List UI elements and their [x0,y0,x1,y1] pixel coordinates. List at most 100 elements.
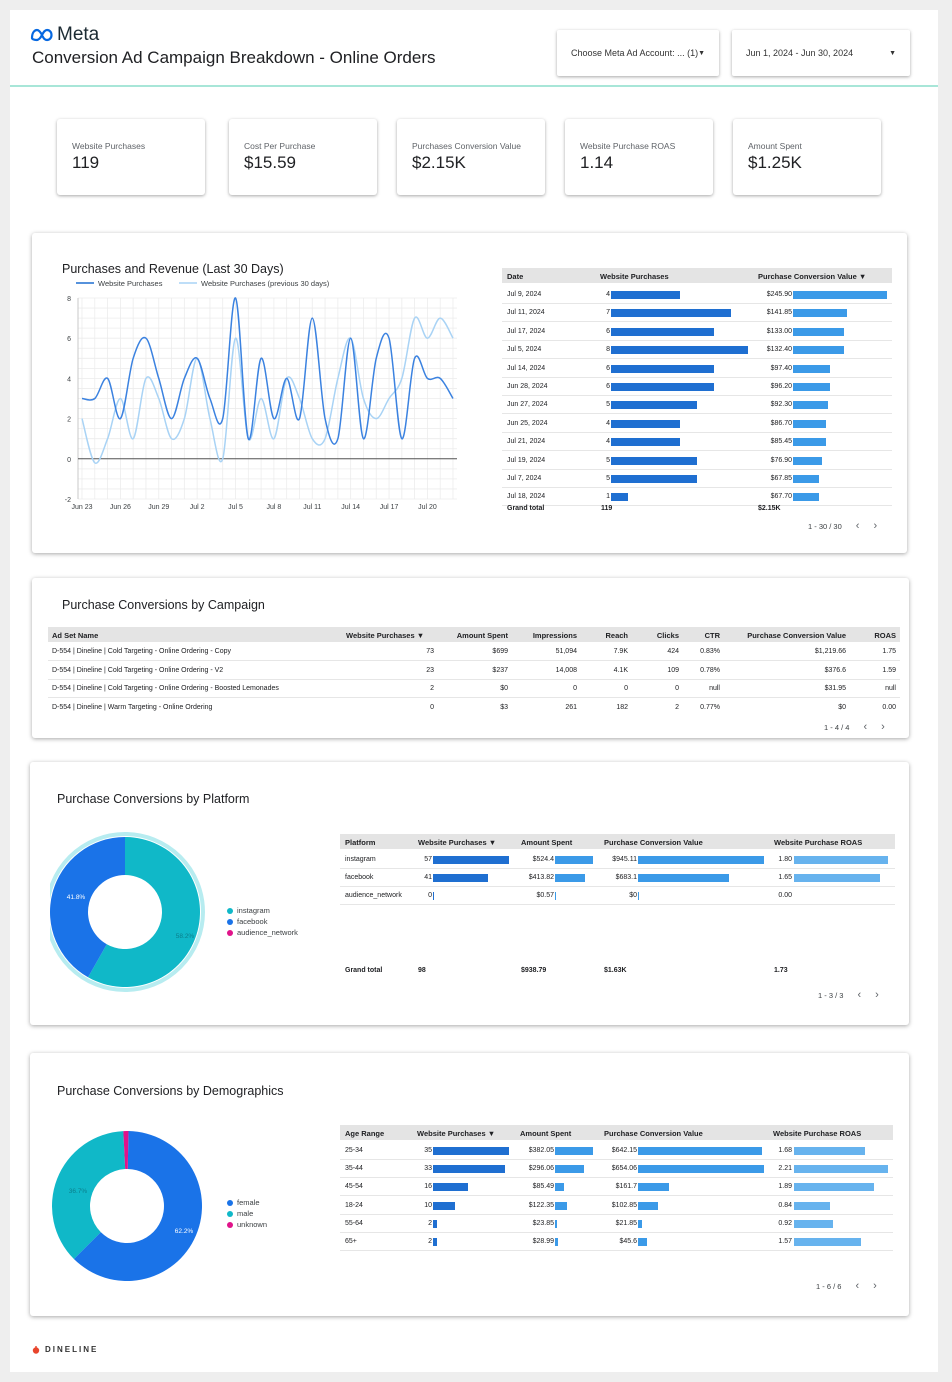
column-header[interactable]: Website Purchases ▼ [346,631,425,640]
legend-item-female[interactable]: female [227,1198,260,1207]
table-row[interactable]: 35-44 33 $296.06 $654.06 2.21 [340,1160,893,1179]
date-range-picker[interactable]: Jun 1, 2024 - Jun 30, 2024 ▼ [732,30,910,76]
table-row[interactable]: Jul 14, 2024 6 $97.40 [502,360,892,378]
date-cell: Jun 25, 2024 [507,419,548,427]
purchases-cell: 16 [424,1183,432,1191]
column-header[interactable]: Purchase Conversion Value [604,838,703,847]
column-header[interactable]: CTR [704,631,720,640]
ad-account-selector[interactable]: Choose Meta Ad Account: ... (1) ▼ [557,30,719,76]
metric-cell: null [885,685,896,692]
next-page-icon[interactable]: › [873,520,878,532]
column-header[interactable]: Reach [605,631,628,640]
legend-item-male[interactable]: male [227,1209,253,1218]
spent-bar [555,1238,558,1246]
table-row[interactable]: 55-64 2 $23.85 $21.85 0.92 [340,1215,893,1233]
value-bar [638,1147,762,1155]
prev-page-icon[interactable]: ‹ [855,520,860,532]
spent-bar [555,874,585,883]
table-header: Date Website Purchases Purchase Conversi… [502,268,892,283]
column-header[interactable]: Amount Spent [456,631,508,640]
column-header[interactable]: Purchase Conversion Value ▼ [758,272,866,281]
column-header[interactable]: Amount Spent [520,1129,572,1138]
metric-cell: 51,094 [555,648,577,655]
table-row[interactable]: D-554 | Dineline | Cold Targeting - Onli… [48,643,900,661]
table-row[interactable]: Jun 27, 2024 5 $92.30 [502,396,892,415]
purchases-bar [433,1238,438,1246]
table-row[interactable]: Jul 5, 2024 8 $132.40 [502,341,892,360]
column-header[interactable]: Ad Set Name [52,631,99,640]
column-header[interactable]: Date [507,272,524,281]
donut-slice-male[interactable] [52,1131,126,1259]
x-tick-label: Jun 23 [71,504,92,511]
purchases-cell: 4 [606,438,610,446]
table-row[interactable]: 18-24 10 $122.35 $102.85 0.84 [340,1197,893,1215]
column-header[interactable]: Website Purchase ROAS [773,1129,862,1138]
prev-page-icon[interactable]: ‹ [857,989,862,1001]
column-header[interactable]: Website Purchases ▼ [418,838,497,847]
kpi-value: $1.25K [748,153,802,172]
metric-cell: null [709,685,720,692]
page-range: 1 - 6 / 6 [816,1281,842,1291]
legend-item-audience_network[interactable]: audience_network [227,928,298,937]
purchases-bar [611,364,714,373]
column-header[interactable]: Platform [345,838,376,847]
prev-page-icon[interactable]: ‹ [863,721,868,733]
column-header[interactable]: Website Purchases [600,272,669,281]
purchases-bar [611,419,680,428]
column-header[interactable]: Impressions [532,631,577,640]
column-header[interactable]: Purchase Conversion Value [747,631,846,640]
table-row[interactable]: instagram 57 $524.4 $945.11 1.80 [340,851,895,869]
column-header[interactable]: Website Purchase ROAS [774,838,863,847]
value-bar [793,309,848,318]
table-row[interactable]: 25-34 35 $382.05 $642.15 1.68 [340,1142,893,1160]
legend-item-instagram[interactable]: instagram [227,906,270,915]
purchases-cell: 5 [606,475,610,482]
table-row[interactable]: Jun 25, 2024 4 $86.70 [502,415,892,433]
date-cell: Jun 27, 2024 [507,401,548,409]
value-cell: $161.7 [615,1183,637,1191]
kpi-label: Amount Spent [748,141,802,151]
donut-slice-female[interactable] [73,1131,203,1281]
next-page-icon[interactable]: › [881,721,885,733]
date-range-label: Jun 1, 2024 - Jun 30, 2024 [746,48,854,58]
metric-cell: 0.77% [700,703,720,711]
donut-slice-unknown[interactable] [123,1131,129,1170]
table-row[interactable]: Jul 9, 2024 4 $245.90 [502,286,892,304]
table-row[interactable]: Jun 28, 2024 6 $96.20 [502,378,892,396]
value-cell: $86.70 [770,419,792,427]
column-header[interactable]: Clicks [656,631,679,640]
column-header[interactable]: Amount Spent [521,838,573,847]
prev-page-icon[interactable]: ‹ [855,1280,860,1292]
table-row[interactable]: Jul 21, 2024 4 $85.45 [502,433,892,452]
table-row[interactable]: Jul 18, 2024 1 $67.70 [502,488,892,507]
column-header[interactable]: Age Range [345,1129,385,1138]
table-row[interactable]: D-554 | Dineline | Warm Targeting - Onli… [48,699,900,713]
campaign-panel: Purchase Conversions by Campaign Ad Set … [32,578,909,738]
table-row[interactable]: Jul 19, 2024 5 $76.90 [502,452,892,470]
pagination: 1 - 3 / 3 ‹ › [818,989,879,1001]
ad-set-name-cell: D-554 | Dineline | Cold Targeting - Onli… [52,648,231,655]
table-row[interactable]: D-554 | Dineline | Cold Targeting - Onli… [48,662,900,680]
table-row[interactable]: Jul 17, 2024 6 $133.00 [502,323,892,341]
grand-total-label: Grand total [507,505,545,512]
column-header[interactable]: ROAS [874,631,896,640]
legend-item-facebook[interactable]: facebook [227,917,267,926]
table-row[interactable]: 65+ 2 $28.99 $45.6 1.57 [340,1233,893,1251]
legend-item-unknown[interactable]: unknown [227,1220,267,1229]
table-row[interactable]: D-554 | Dineline | Cold Targeting - Onli… [48,680,900,698]
next-page-icon[interactable]: › [875,989,879,1001]
platform-cell: audience_network [345,892,402,900]
page-range: 1 - 4 / 4 [824,722,850,732]
column-header[interactable]: Purchase Conversion Value [604,1129,703,1138]
table-row[interactable]: Jul 11, 2024 7 $141.85 [502,304,892,323]
purchases-bar [433,1219,438,1228]
purchases-cell: 41 [424,874,432,882]
donut-slice-facebook[interactable] [50,837,126,978]
table-row[interactable]: Jul 7, 2024 5 $67.85 [502,470,892,488]
next-page-icon[interactable]: › [873,1280,877,1292]
table-row[interactable]: facebook 41 $413.82 $683.1 1.65 [340,869,895,888]
table-row[interactable]: audience_network 0 $0.57 $0 0.00 [340,887,895,906]
table-row[interactable]: 45-54 16 $85.49 $161.7 1.89 [340,1178,893,1197]
column-header[interactable]: Website Purchases ▼ [417,1129,496,1138]
donut-slice-instagram[interactable] [88,837,201,987]
